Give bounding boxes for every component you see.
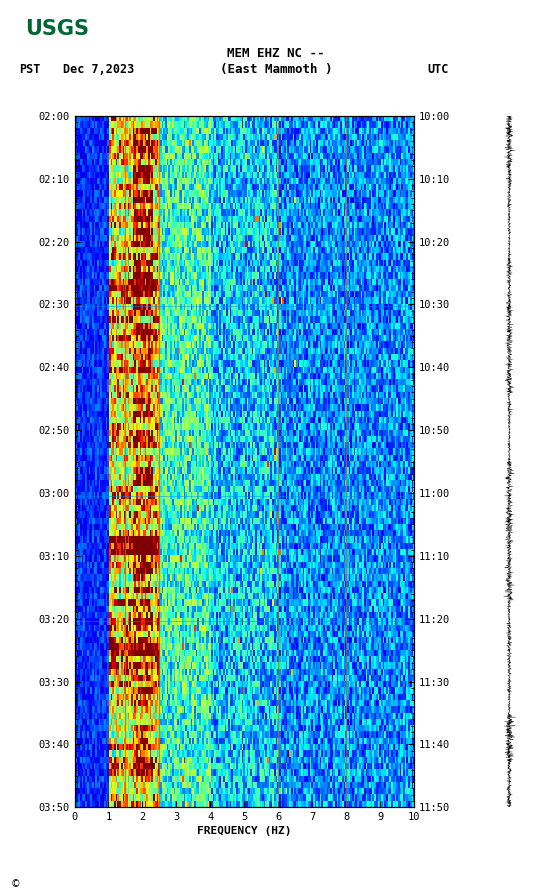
- Text: (East Mammoth ): (East Mammoth ): [220, 63, 332, 76]
- Text: Dec 7,2023: Dec 7,2023: [63, 63, 135, 76]
- Text: ©: ©: [11, 880, 21, 889]
- Text: UTC: UTC: [428, 63, 449, 76]
- X-axis label: FREQUENCY (HZ): FREQUENCY (HZ): [197, 826, 291, 837]
- Text: MEM EHZ NC --: MEM EHZ NC --: [227, 47, 325, 60]
- Text: PST: PST: [19, 63, 41, 76]
- Text: USGS: USGS: [25, 19, 89, 38]
